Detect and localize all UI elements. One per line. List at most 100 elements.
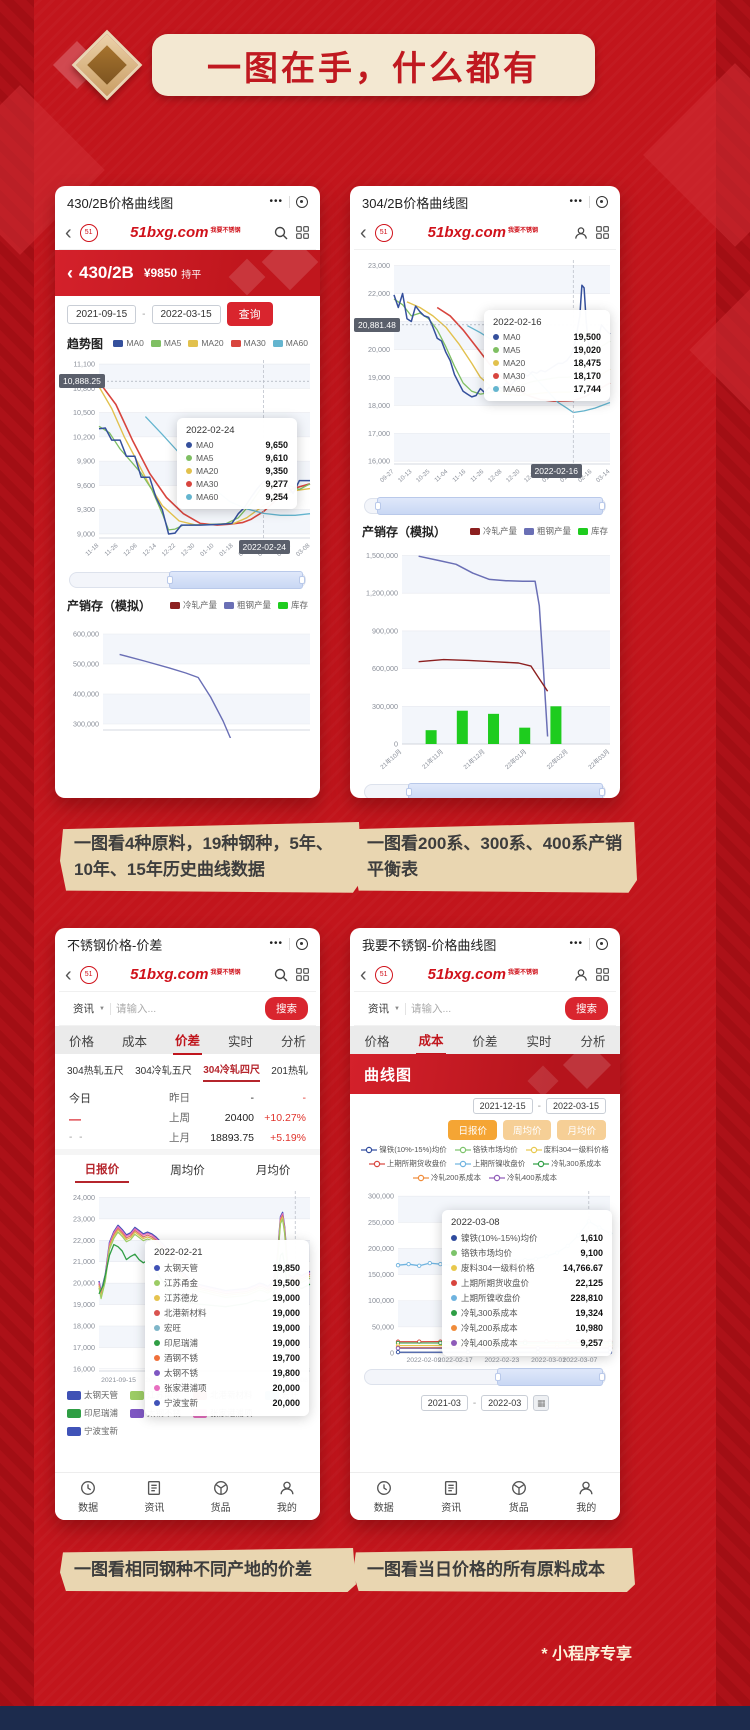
back-icon[interactable]: ‹	[360, 221, 367, 244]
legend-item[interactable]: MA60	[272, 338, 308, 348]
tab-price[interactable]: 价格	[364, 1034, 390, 1049]
subtab-2[interactable]: 304冷轧四尺	[203, 1057, 260, 1082]
date-to-input[interactable]: 2022-03-15	[545, 1098, 606, 1114]
more-icon[interactable]: •••	[269, 196, 283, 207]
tab-spread[interactable]: 价差	[172, 1026, 202, 1055]
subtab-3[interactable]: 201热轧	[271, 1065, 308, 1077]
tab-cost[interactable]: 成本	[121, 1034, 147, 1049]
prod-chart-canvas[interactable]: 1,500,000 1,200,000 900,000 600,000 300,000 0…	[354, 542, 616, 780]
prod-legend[interactable]: 冷轧产量 粗钢产量 库存	[469, 525, 608, 537]
ma-legend[interactable]: MA0 MA5 MA20 MA30 MA60	[113, 338, 308, 348]
search-input[interactable]: 资讯 ▼ 请输入...	[67, 997, 259, 1020]
tab-realtime[interactable]: 实时	[526, 1034, 552, 1049]
back-icon[interactable]: ‹	[65, 221, 72, 244]
nav-data[interactable]: 数据	[374, 1479, 394, 1514]
legend-item[interactable]: 冷轧200系成本	[412, 1172, 481, 1183]
profile-icon[interactable]	[573, 967, 589, 983]
more-icon[interactable]: •••	[569, 196, 583, 207]
minimize-icon[interactable]	[596, 938, 608, 950]
profile-icon[interactable]	[573, 225, 589, 241]
prod-chart-canvas[interactable]: 600,000 500,000 400,000 300,000	[59, 616, 316, 738]
tab-cost[interactable]: 成本	[416, 1026, 446, 1055]
legend-item[interactable]: 库存	[277, 599, 308, 611]
legend-item[interactable]: MA30	[230, 338, 266, 348]
tab-weekly-price[interactable]: 周均价	[170, 1165, 205, 1177]
legend-item[interactable]: 上期所镍收盘价	[454, 1158, 525, 1169]
zoom-slider[interactable]	[69, 571, 306, 589]
legend-item[interactable]: 冷轧300系成本	[533, 1158, 601, 1169]
search-icon[interactable]	[273, 967, 289, 983]
grid-icon[interactable]	[595, 225, 610, 240]
subtab-0[interactable]: 304热轧五尺	[67, 1065, 124, 1077]
tab-daily-price[interactable]: 日报价	[74, 1157, 130, 1183]
wechat-capsule[interactable]: •••	[569, 196, 608, 208]
legend-item[interactable]: 镍铁(10%-15%)均价	[361, 1144, 447, 1155]
nav-mine[interactable]: 我的	[277, 1479, 297, 1514]
weekly-price-button[interactable]: 周均价	[502, 1120, 552, 1140]
tab-spread[interactable]: 价差	[472, 1034, 498, 1049]
legend-item[interactable]: MA0	[113, 338, 144, 348]
prod-legend[interactable]: 冷轧产量 粗钢产量 库存	[169, 599, 308, 611]
grid-icon[interactable]	[295, 967, 310, 982]
search-category[interactable]: 资讯	[73, 1003, 94, 1015]
legend-item[interactable]: 太钢天管	[67, 1389, 118, 1401]
date-from-input[interactable]: 2021-12-15	[472, 1098, 533, 1114]
zoom-slider[interactable]	[364, 497, 606, 515]
grid-icon[interactable]	[595, 967, 610, 982]
zoom-slider[interactable]	[364, 1368, 606, 1386]
legend-item[interactable]: 上期所期货收盘价	[368, 1158, 447, 1169]
query-button[interactable]: 查询	[226, 302, 273, 326]
back-icon[interactable]: ‹	[67, 262, 73, 283]
search-category[interactable]: 资讯	[368, 1003, 389, 1015]
legend-item[interactable]: 库存	[577, 525, 608, 537]
nav-mine[interactable]: 我的	[576, 1479, 596, 1514]
tab-analysis[interactable]: 分析	[280, 1034, 306, 1049]
back-icon[interactable]: ‹	[360, 963, 367, 986]
month-to-input[interactable]: 2022-03	[481, 1395, 529, 1411]
minimize-icon[interactable]	[296, 196, 308, 208]
cost-legend[interactable]: 镍铁(10%-15%)均价 铬铁市场均价 废料304一级料价格上期所期货收盘价 上期所…	[354, 1142, 616, 1185]
legend-item[interactable]: 冷轧产量	[469, 525, 517, 537]
more-icon[interactable]: •••	[269, 938, 283, 949]
wechat-capsule[interactable]: •••	[569, 938, 608, 950]
prod-chart[interactable]: 600,000 500,000 400,000 300,000	[59, 616, 316, 738]
month-from-input[interactable]: 2021-03	[420, 1395, 468, 1411]
nav-news[interactable]: 资讯	[441, 1479, 461, 1514]
prod-chart[interactable]: 1,500,000 1,200,000 900,000 600,000 300,000 0…	[354, 542, 616, 780]
minimize-icon[interactable]	[296, 938, 308, 950]
legend-item[interactable]: 粗钢产量	[223, 599, 271, 611]
legend-item[interactable]: 粗钢产量	[523, 525, 571, 537]
nav-data[interactable]: 数据	[78, 1479, 98, 1514]
legend-item[interactable]: 冷轧400系成本	[489, 1172, 557, 1183]
tab-price[interactable]: 价格	[68, 1034, 94, 1049]
minimize-icon[interactable]	[596, 196, 608, 208]
daily-price-button[interactable]: 日报价	[448, 1120, 497, 1140]
subtab-1[interactable]: 304冷轧五尺	[135, 1065, 192, 1077]
nav-news[interactable]: 资讯	[144, 1479, 164, 1514]
calendar-icon[interactable]: ▦	[533, 1395, 550, 1411]
legend-item[interactable]: 印尼瑞浦	[67, 1407, 118, 1419]
zoom-slider[interactable]	[364, 783, 606, 798]
more-icon[interactable]: •••	[569, 938, 583, 949]
legend-item[interactable]: MA20	[188, 338, 224, 348]
search-input[interactable]: 资讯 ▼ 请输入...	[362, 997, 559, 1020]
search-icon[interactable]	[273, 225, 289, 241]
legend-item[interactable]: MA5	[150, 338, 181, 348]
back-icon[interactable]: ‹	[65, 963, 72, 986]
tab-monthly-price[interactable]: 月均价	[255, 1165, 291, 1177]
wechat-capsule[interactable]: •••	[269, 938, 308, 950]
nav-goods[interactable]: 货品	[211, 1479, 231, 1514]
nav-goods[interactable]: 货品	[509, 1479, 529, 1514]
tab-realtime[interactable]: 实时	[227, 1034, 253, 1049]
search-button[interactable]: 搜索	[265, 997, 308, 1020]
tab-analysis[interactable]: 分析	[580, 1034, 606, 1049]
legend-item[interactable]: 铬铁市场均价	[454, 1144, 518, 1155]
wechat-capsule[interactable]: •••	[269, 196, 308, 208]
legend-item[interactable]: 冷轧产量	[169, 599, 217, 611]
legend-item[interactable]: 废料304一级料价格	[525, 1144, 609, 1155]
grid-icon[interactable]	[295, 225, 310, 240]
price-chart[interactable]: 23,00022,00021,00020,00019,00018,00017,0…	[354, 254, 616, 494]
date-from-input[interactable]: 2021-09-15	[67, 304, 137, 324]
date-to-input[interactable]: 2022-03-15	[151, 304, 221, 324]
search-button[interactable]: 搜索	[565, 997, 608, 1020]
